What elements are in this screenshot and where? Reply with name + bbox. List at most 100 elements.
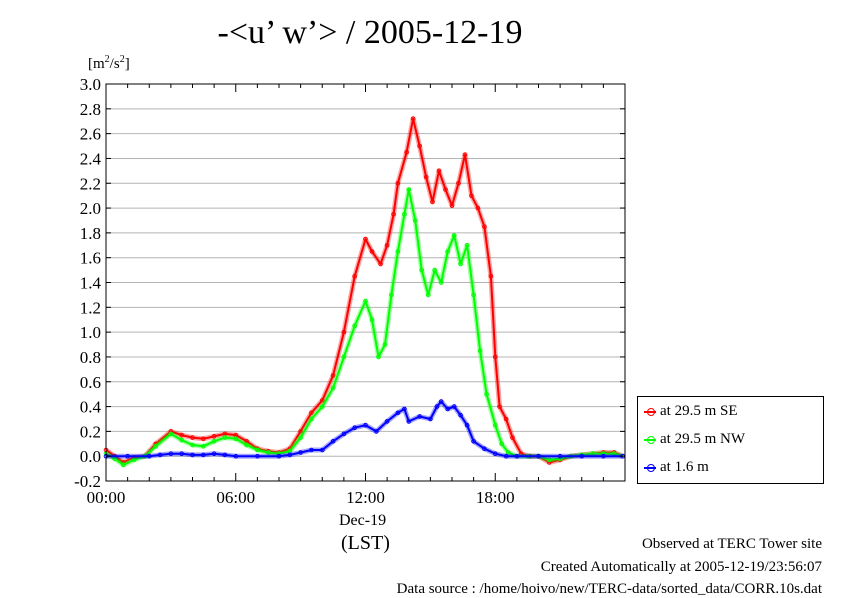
data-point bbox=[244, 442, 249, 448]
data-point bbox=[477, 348, 483, 354]
data-point bbox=[168, 451, 174, 457]
y-tick-label: 1.4 bbox=[80, 274, 102, 293]
legend-label-nw: at 29.5 m NW bbox=[660, 431, 745, 447]
legend-item-se: at 29.5 m SE bbox=[644, 401, 738, 421]
data-point bbox=[482, 224, 487, 229]
data-point bbox=[330, 439, 336, 444]
series-band bbox=[106, 399, 623, 459]
y-tick-label: 2.2 bbox=[80, 174, 101, 193]
footer-created: Created Automatically at 2005-12-19/23:5… bbox=[540, 559, 822, 575]
data-point bbox=[417, 143, 422, 149]
data-point bbox=[201, 444, 206, 449]
data-point bbox=[157, 452, 163, 458]
y-axis-units: [m2/s2] bbox=[88, 54, 130, 72]
data-point bbox=[417, 414, 422, 419]
date-label: Dec-19 bbox=[339, 512, 387, 529]
data-point bbox=[406, 419, 412, 424]
data-point bbox=[458, 261, 463, 267]
data-point bbox=[363, 236, 368, 242]
legend-item-surface: at 1.6 m bbox=[644, 457, 709, 477]
data-point bbox=[255, 447, 260, 453]
data-point bbox=[265, 450, 271, 455]
data-point bbox=[436, 168, 442, 174]
data-point bbox=[276, 453, 282, 459]
series-line bbox=[106, 400, 623, 458]
data-point bbox=[471, 292, 476, 298]
data-point bbox=[341, 329, 347, 335]
chart-title: -<u’ w’> / 2005-12-19 bbox=[217, 14, 523, 51]
data-point bbox=[378, 261, 383, 267]
data-point bbox=[374, 429, 379, 434]
data-point bbox=[395, 249, 401, 254]
y-tick-label: 2.8 bbox=[80, 100, 101, 119]
data-point bbox=[341, 354, 347, 360]
data-point bbox=[190, 442, 195, 448]
series-1 bbox=[103, 116, 626, 465]
x-tick-label: 06:00 bbox=[216, 488, 255, 507]
data-point bbox=[445, 406, 451, 412]
data-point bbox=[547, 457, 552, 463]
data-point bbox=[121, 462, 126, 468]
data-point bbox=[464, 422, 470, 428]
data-point bbox=[369, 249, 375, 254]
data-point bbox=[469, 193, 474, 198]
data-point bbox=[423, 174, 429, 180]
data-point bbox=[464, 243, 470, 248]
series-layer bbox=[103, 116, 626, 468]
legend-label-se: at 29.5 m SE bbox=[660, 403, 738, 419]
data-point bbox=[430, 199, 435, 205]
data-point bbox=[309, 416, 314, 422]
data-point bbox=[190, 452, 195, 458]
data-point bbox=[222, 452, 228, 458]
data-point bbox=[179, 437, 184, 443]
data-point bbox=[352, 323, 358, 329]
data-point bbox=[369, 317, 375, 323]
legend-symbol-nw bbox=[644, 435, 656, 444]
data-point bbox=[438, 399, 444, 404]
legend-label-surface: at 1.6 m bbox=[660, 459, 709, 475]
data-point bbox=[233, 453, 239, 459]
y-tick-label: 1.8 bbox=[80, 224, 101, 243]
y-tick-label: 0.0 bbox=[80, 447, 101, 466]
legend-symbol-surface bbox=[644, 463, 656, 472]
data-point bbox=[330, 373, 336, 378]
data-point bbox=[341, 431, 347, 437]
data-point bbox=[451, 404, 457, 409]
data-point bbox=[222, 435, 228, 440]
data-point bbox=[471, 439, 476, 444]
data-point bbox=[404, 149, 409, 155]
data-point bbox=[179, 432, 184, 438]
footer-observed: Observed at TERC Tower site bbox=[641, 536, 822, 552]
data-point bbox=[395, 180, 401, 186]
data-point bbox=[168, 431, 174, 437]
data-point bbox=[384, 419, 390, 424]
data-point bbox=[514, 453, 520, 459]
y-tick-label: 1.2 bbox=[80, 298, 101, 317]
data-point bbox=[309, 410, 314, 416]
y-tick-label: 0.6 bbox=[80, 373, 101, 392]
data-point bbox=[131, 457, 137, 463]
y-tick-label: 3.0 bbox=[80, 75, 101, 94]
data-point bbox=[287, 452, 293, 458]
data-point bbox=[443, 187, 448, 192]
data-point bbox=[201, 452, 206, 458]
data-point bbox=[475, 205, 481, 211]
data-point bbox=[153, 444, 158, 449]
data-point bbox=[432, 267, 438, 273]
series-band bbox=[104, 116, 624, 465]
data-point bbox=[211, 439, 217, 444]
series-line bbox=[105, 117, 624, 464]
data-point bbox=[255, 453, 260, 459]
data-point bbox=[428, 416, 433, 422]
legend-symbol-se bbox=[644, 407, 656, 416]
data-point bbox=[352, 274, 358, 279]
data-point bbox=[298, 450, 303, 455]
data-point bbox=[499, 441, 505, 447]
y-tick-label: 2.6 bbox=[80, 125, 101, 144]
data-point bbox=[384, 243, 390, 248]
data-point bbox=[505, 450, 511, 455]
grid-lines bbox=[106, 83, 625, 482]
data-point bbox=[406, 187, 412, 192]
y-tick-label: 1.6 bbox=[80, 249, 101, 268]
data-point bbox=[402, 406, 407, 412]
